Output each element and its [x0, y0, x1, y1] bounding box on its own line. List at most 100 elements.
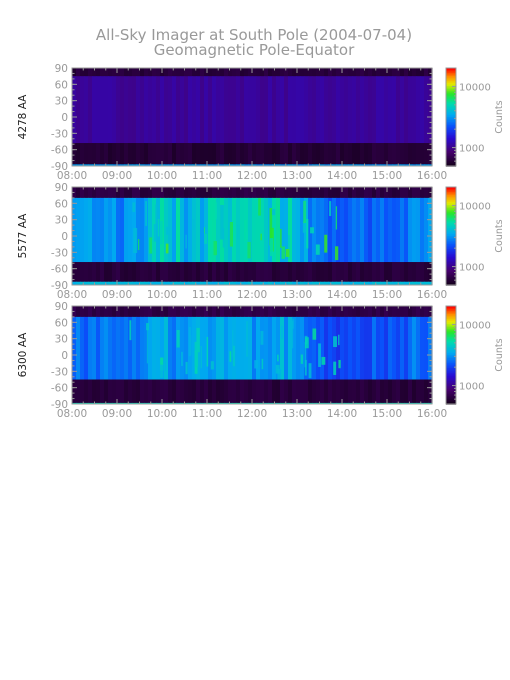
heatmap-cell	[164, 316, 169, 380]
heatmap-cell	[300, 197, 305, 263]
heatmap-cell	[208, 316, 213, 380]
heatmap-streak	[146, 328, 148, 364]
colorbar-segment	[446, 395, 456, 399]
heatmap-cell	[368, 316, 373, 380]
heatmap-cell	[128, 281, 133, 285]
heatmap-cell	[208, 379, 213, 403]
heatmap-cell	[328, 187, 333, 198]
heatmap-cell	[80, 379, 85, 403]
heatmap-cell	[112, 262, 117, 282]
heatmap-cell	[192, 68, 197, 77]
heatmap-cell	[356, 262, 361, 282]
heatmap-streak	[285, 249, 290, 257]
heatmap-cell	[332, 379, 337, 403]
heatmap-cell	[420, 76, 425, 144]
heatmap-cell	[296, 402, 301, 404]
heatmap-streak	[338, 334, 340, 346]
y-tick-label: 60	[55, 79, 68, 91]
heatmap-cell	[400, 143, 405, 165]
heatmap-cell	[144, 68, 149, 77]
heatmap-cell	[184, 143, 189, 165]
heatmap-cell	[84, 281, 89, 285]
heatmap-cell	[388, 143, 393, 165]
heatmap-cell	[168, 379, 173, 403]
heatmap-cell	[408, 281, 413, 285]
heatmap-cell	[276, 379, 281, 403]
colorbar-segment	[446, 330, 456, 333]
heatmap-cell	[248, 379, 253, 403]
heatmap-cell	[276, 68, 281, 77]
heatmap-cell	[84, 187, 89, 198]
heatmap-cell	[376, 402, 381, 404]
heatmap-cell	[220, 281, 225, 285]
heatmap-cell	[124, 379, 129, 403]
colorbar-segment	[446, 100, 456, 103]
heatmap-cell	[224, 281, 229, 285]
heatmap-cell	[208, 68, 213, 77]
heatmap-cell	[336, 76, 341, 144]
heatmap-cell	[100, 164, 105, 166]
colorbar-segment	[446, 123, 456, 126]
heatmap-cell	[356, 164, 361, 166]
heatmap-cell	[108, 281, 113, 285]
heatmap-cell	[148, 143, 153, 165]
heatmap-cell	[324, 281, 329, 285]
heatmap-cell	[276, 316, 281, 380]
colorbar-segment	[446, 201, 456, 205]
heatmap-image	[72, 306, 433, 404]
heatmap-cell	[404, 164, 409, 166]
heatmap-cell	[340, 143, 345, 165]
heatmap-cell	[164, 76, 169, 144]
heatmap-cell	[136, 306, 141, 317]
heatmap-cell	[276, 164, 281, 166]
heatmap-cell	[408, 402, 413, 404]
heatmap-cell	[368, 306, 373, 317]
heatmap-cell	[420, 68, 425, 77]
heatmap-cell	[248, 76, 253, 144]
x-tick-label: 09:00	[102, 408, 132, 420]
heatmap-cell	[208, 197, 213, 263]
heatmap-cell	[256, 68, 261, 77]
heatmap-cell	[312, 402, 317, 404]
heatmap-cell	[140, 76, 145, 144]
heatmap-cell	[136, 143, 141, 165]
heatmap-streak	[318, 343, 321, 367]
heatmap-cell	[76, 68, 81, 77]
colorbar-segment	[446, 382, 456, 386]
heatmap-cell	[88, 262, 93, 282]
colorbar-segment	[446, 323, 456, 327]
heatmap-cell	[352, 316, 357, 380]
heatmap-cell	[232, 164, 237, 166]
heatmap-cell	[108, 68, 113, 77]
heatmap-cell	[420, 281, 425, 285]
x-tick-label: 10:00	[147, 170, 177, 182]
heatmap-streak	[200, 346, 202, 369]
heatmap-cell	[308, 68, 313, 77]
heatmap-cell	[400, 402, 405, 404]
heatmap-cell	[180, 197, 185, 263]
heatmap-cell	[136, 197, 141, 263]
heatmap-cell	[412, 316, 417, 380]
heatmap-streak	[160, 220, 163, 245]
heatmap-streak	[269, 208, 273, 246]
heatmap-cell	[228, 187, 233, 198]
heatmap-cell	[424, 316, 429, 380]
heatmap-cell	[336, 316, 341, 380]
heatmap-cell	[372, 143, 377, 165]
heatmap-cell	[316, 143, 321, 165]
heatmap-cell	[412, 187, 417, 198]
y-tick-label: 0	[61, 231, 68, 243]
colorbar-segment	[446, 144, 456, 148]
heatmap-cell	[240, 76, 245, 144]
colorbar-segment	[446, 366, 456, 369]
heatmap-cell	[200, 164, 205, 166]
heatmap-cell	[100, 76, 105, 144]
heatmap-cell	[296, 143, 301, 165]
heatmap-streak	[194, 341, 199, 367]
x-tick-label: 14:00	[327, 408, 357, 420]
heatmap-cell	[136, 402, 141, 404]
heatmap-cell	[92, 379, 97, 403]
heatmap-streak	[302, 221, 306, 233]
heatmap-cell	[216, 187, 221, 198]
